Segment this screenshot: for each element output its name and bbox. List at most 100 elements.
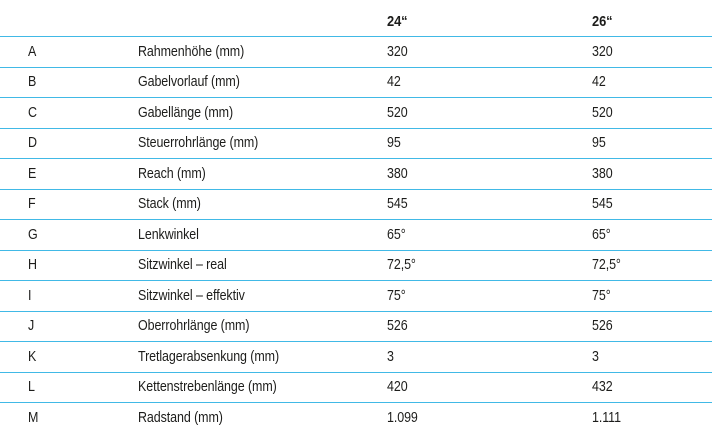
row-value-26: 320 bbox=[592, 43, 613, 60]
row-letter: E bbox=[28, 165, 37, 182]
cell-letter: L bbox=[0, 378, 138, 396]
cell-value-24: 95 bbox=[387, 134, 592, 152]
row-value-24: 545 bbox=[387, 196, 408, 213]
row-value-24: 1.099 bbox=[387, 410, 418, 427]
cell-value-26: 72,5° bbox=[592, 256, 712, 274]
cell-value-24: 520 bbox=[387, 104, 592, 122]
cell-value-24: 42 bbox=[387, 73, 592, 91]
cell-value-26: 42 bbox=[592, 73, 712, 91]
cell-letter: F bbox=[0, 195, 138, 213]
row-letter: H bbox=[28, 257, 37, 274]
cell-value-24: 320 bbox=[387, 43, 592, 61]
cell-label: Radstand (mm) bbox=[138, 409, 387, 427]
cell-letter: J bbox=[0, 317, 138, 335]
table-row: A Rahmenhöhe (mm) 320 320 bbox=[0, 37, 712, 68]
cell-value-26: 520 bbox=[592, 104, 712, 122]
cell-letter: D bbox=[0, 134, 138, 152]
row-letter: I bbox=[28, 287, 32, 304]
cell-value-24: 526 bbox=[387, 317, 592, 335]
header-cell-24: 24“ bbox=[387, 13, 592, 31]
row-value-26: 1.111 bbox=[592, 410, 621, 427]
row-letter: A bbox=[28, 43, 37, 60]
row-label: Sitzwinkel – effektiv bbox=[138, 287, 245, 304]
cell-label: Reach (mm) bbox=[138, 165, 387, 183]
cell-label: Oberrohrlänge (mm) bbox=[138, 317, 387, 335]
column-header-24: 24“ bbox=[387, 13, 408, 30]
row-letter: J bbox=[28, 318, 35, 335]
row-letter: G bbox=[28, 226, 38, 243]
cell-value-24: 65° bbox=[387, 226, 592, 244]
row-letter: K bbox=[28, 348, 37, 365]
table-row: F Stack (mm) 545 545 bbox=[0, 190, 712, 220]
cell-label: Gabellänge (mm) bbox=[138, 104, 387, 122]
cell-letter: E bbox=[0, 165, 138, 183]
column-header-26: 26“ bbox=[592, 13, 613, 30]
cell-label: Sitzwinkel – effektiv bbox=[138, 287, 387, 305]
row-value-24: 380 bbox=[387, 165, 408, 182]
row-value-26: 526 bbox=[592, 318, 613, 335]
cell-value-24: 3 bbox=[387, 348, 592, 366]
row-value-24: 75° bbox=[387, 287, 406, 304]
cell-value-24: 75° bbox=[387, 287, 592, 305]
row-label: Radstand (mm) bbox=[138, 410, 223, 427]
row-value-26: 545 bbox=[592, 196, 613, 213]
row-letter: F bbox=[28, 196, 36, 213]
cell-value-26: 526 bbox=[592, 317, 712, 335]
table-row: G Lenkwinkel 65° 65° bbox=[0, 220, 712, 251]
cell-value-26: 1.111 bbox=[592, 409, 712, 427]
table-row: H Sitzwinkel – real 72,5° 72,5° bbox=[0, 251, 712, 281]
row-value-26: 42 bbox=[592, 74, 606, 91]
cell-value-26: 320 bbox=[592, 43, 712, 61]
row-value-24: 72,5° bbox=[387, 257, 416, 274]
row-value-24: 65° bbox=[387, 226, 406, 243]
row-label: Tretlagerabsenkung (mm) bbox=[138, 348, 280, 365]
table-body: A Rahmenhöhe (mm) 320 320 B Gabelvorlauf… bbox=[0, 37, 712, 434]
table-row: C Gabellänge (mm) 520 520 bbox=[0, 98, 712, 129]
table-row: J Oberrohrlänge (mm) 526 526 bbox=[0, 312, 712, 342]
cell-value-24: 1.099 bbox=[387, 409, 592, 427]
row-letter: C bbox=[28, 104, 37, 121]
row-label: Oberrohrlänge (mm) bbox=[138, 318, 250, 335]
row-label: Sitzwinkel – real bbox=[138, 257, 227, 274]
cell-label: Tretlagerabsenkung (mm) bbox=[138, 348, 387, 366]
row-value-26: 380 bbox=[592, 165, 613, 182]
row-value-26: 65° bbox=[592, 226, 611, 243]
table-row: E Reach (mm) 380 380 bbox=[0, 159, 712, 190]
row-value-24: 520 bbox=[387, 104, 408, 121]
cell-value-24: 380 bbox=[387, 165, 592, 183]
row-label: Steuerrohrlänge (mm) bbox=[138, 135, 259, 152]
cell-letter: G bbox=[0, 226, 138, 244]
row-label: Reach (mm) bbox=[138, 165, 206, 182]
row-label: Gabellänge (mm) bbox=[138, 104, 234, 121]
table-row: D Steuerrohrlänge (mm) 95 95 bbox=[0, 129, 712, 159]
cell-letter: K bbox=[0, 348, 138, 366]
row-value-26: 75° bbox=[592, 287, 611, 304]
cell-letter: A bbox=[0, 43, 138, 61]
cell-letter: C bbox=[0, 104, 138, 122]
row-letter: L bbox=[28, 379, 35, 396]
row-value-26: 432 bbox=[592, 379, 613, 396]
cell-label: Kettenstrebenlänge (mm) bbox=[138, 378, 387, 396]
table-row: M Radstand (mm) 1.099 1.111 bbox=[0, 403, 712, 434]
cell-label: Sitzwinkel – real bbox=[138, 256, 387, 274]
row-value-24: 42 bbox=[387, 74, 401, 91]
cell-value-24: 545 bbox=[387, 195, 592, 213]
table-row: I Sitzwinkel – effektiv 75° 75° bbox=[0, 281, 712, 312]
table-row: B Gabelvorlauf (mm) 42 42 bbox=[0, 68, 712, 98]
row-value-24: 420 bbox=[387, 379, 408, 396]
row-value-26: 72,5° bbox=[592, 257, 621, 274]
cell-value-26: 380 bbox=[592, 165, 712, 183]
table-header-row: 24“ 26“ bbox=[0, 0, 712, 37]
row-value-24: 320 bbox=[387, 43, 408, 60]
cell-value-24: 420 bbox=[387, 378, 592, 396]
row-value-26: 95 bbox=[592, 135, 606, 152]
cell-value-24: 72,5° bbox=[387, 256, 592, 274]
cell-value-26: 545 bbox=[592, 195, 712, 213]
cell-value-26: 75° bbox=[592, 287, 712, 305]
cell-letter: M bbox=[0, 409, 138, 427]
row-letter: B bbox=[28, 74, 37, 91]
header-cell-26: 26“ bbox=[592, 13, 712, 31]
row-value-26: 520 bbox=[592, 104, 613, 121]
cell-letter: B bbox=[0, 73, 138, 91]
